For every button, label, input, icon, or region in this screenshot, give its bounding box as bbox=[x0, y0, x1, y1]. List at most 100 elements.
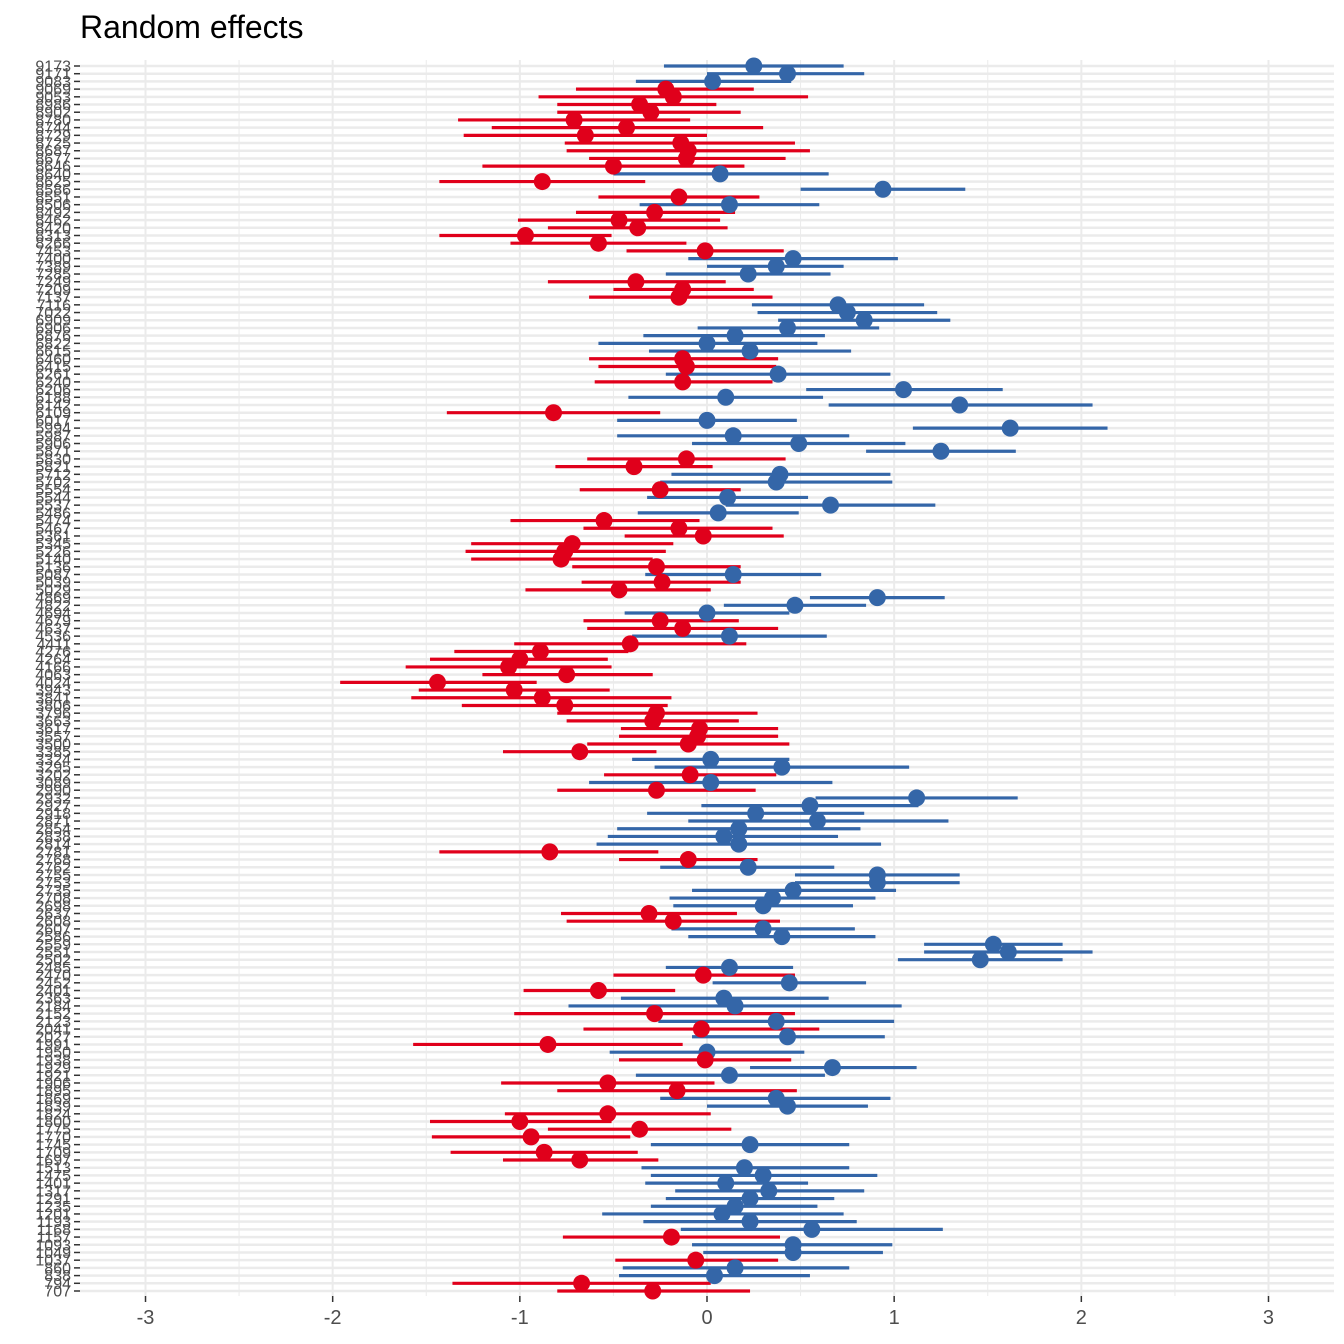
estimate-point bbox=[621, 635, 639, 653]
estimate-point bbox=[895, 381, 913, 399]
estimate-point bbox=[717, 1174, 735, 1192]
estimate-point bbox=[726, 997, 744, 1015]
y-tick-label: 1839 bbox=[35, 1099, 71, 1116]
estimate-point bbox=[715, 827, 733, 845]
estimate-point bbox=[730, 835, 748, 853]
estimate-point bbox=[705, 1267, 723, 1285]
x-axis-ticks bbox=[144, 1296, 1270, 1302]
estimate-point bbox=[741, 1190, 759, 1208]
estimate-point bbox=[696, 242, 714, 260]
estimate-point bbox=[747, 804, 765, 822]
estimate-point bbox=[647, 781, 665, 799]
estimate-point bbox=[773, 758, 791, 776]
y-tick-label: 2927 bbox=[35, 798, 71, 815]
estimate-point bbox=[784, 881, 802, 899]
estimate-point bbox=[511, 1113, 529, 1131]
estimate-point bbox=[535, 1143, 553, 1161]
y-tick-label: 8551 bbox=[35, 189, 71, 206]
y-tick-label: 1709 bbox=[35, 1145, 71, 1162]
estimate-point bbox=[769, 365, 787, 383]
estimate-point bbox=[767, 257, 785, 275]
y-tick-label: 4063 bbox=[35, 667, 71, 684]
y-tick-label: 5537 bbox=[35, 498, 71, 515]
estimate-point bbox=[735, 1159, 753, 1177]
estimate-point bbox=[505, 681, 523, 699]
y-tick-label: 1093 bbox=[35, 1237, 71, 1254]
y-tick-label: 6822 bbox=[35, 336, 71, 353]
estimate-point bbox=[545, 404, 563, 422]
estimate-point bbox=[595, 512, 613, 530]
estimate-point bbox=[971, 951, 989, 969]
x-tick-label: 1 bbox=[889, 1307, 900, 1329]
y-tick-label: 838 bbox=[44, 1268, 71, 1285]
y-tick-label: 1201 bbox=[35, 1206, 71, 1223]
y-tick-label: 7249 bbox=[35, 274, 71, 291]
y-tick-label: 6615 bbox=[35, 344, 71, 361]
y-tick-label: 7137 bbox=[35, 290, 71, 307]
y-tick-label: 1929 bbox=[35, 1060, 71, 1077]
y-tick-label: 7022 bbox=[35, 305, 71, 322]
estimate-point bbox=[724, 565, 742, 583]
y-tick-label: 1824 bbox=[35, 1106, 71, 1123]
y-tick-label: 8420 bbox=[35, 220, 71, 237]
y-tick-label: 2768 bbox=[35, 852, 71, 869]
estimate-point bbox=[687, 1251, 705, 1269]
estimate-point bbox=[531, 643, 549, 661]
y-tick-label: 1775 bbox=[35, 1122, 71, 1139]
estimate-point bbox=[784, 250, 802, 268]
estimate-point bbox=[874, 180, 892, 198]
y-tick-label: 1895 bbox=[35, 1083, 71, 1100]
y-tick-label: 1938 bbox=[35, 1052, 71, 1069]
y-tick-label: 6906 bbox=[35, 320, 71, 337]
estimate-point bbox=[855, 311, 873, 329]
estimate-point bbox=[822, 496, 840, 514]
y-tick-label: 5226 bbox=[35, 544, 71, 561]
y-tick-label: 3806 bbox=[35, 698, 71, 715]
estimate-point bbox=[644, 712, 662, 730]
y-tick-label: 3324 bbox=[35, 752, 71, 769]
estimate-point bbox=[647, 558, 665, 576]
y-tick-label: 5039 bbox=[35, 575, 71, 592]
x-axis-labels: -3 -2 -1 0 1 2 3 bbox=[137, 1307, 1274, 1329]
estimate-point bbox=[599, 1105, 617, 1123]
y-tick-label: 1049 bbox=[35, 1245, 71, 1262]
y-tick-label: 2990 bbox=[35, 783, 71, 800]
estimate-point bbox=[754, 920, 772, 938]
estimate-point bbox=[1001, 419, 1019, 437]
estimate-point bbox=[627, 273, 645, 291]
y-tick-label: 5906 bbox=[35, 436, 71, 453]
estimate-point bbox=[558, 666, 576, 684]
y-tick-label: 1991 bbox=[35, 1037, 71, 1054]
estimate-point bbox=[651, 481, 669, 499]
y-tick-label: 2854 bbox=[35, 821, 71, 838]
estimate-point bbox=[694, 527, 712, 545]
estimate-point bbox=[868, 874, 886, 892]
estimate-point bbox=[808, 812, 826, 830]
estimate-point bbox=[803, 1220, 821, 1238]
estimate-point bbox=[629, 219, 647, 237]
y-tick-label: 2918 bbox=[35, 806, 71, 823]
y-axis-labels: 9173917190839069905389868902878087448729… bbox=[35, 59, 71, 1301]
y-tick-label: 4264 bbox=[35, 652, 71, 669]
y-tick-label: 6017 bbox=[35, 413, 71, 430]
y-tick-label: 2637 bbox=[35, 906, 71, 923]
y-tick-label: 5830 bbox=[35, 451, 71, 468]
estimate-point bbox=[778, 65, 796, 83]
estimate-point bbox=[838, 304, 856, 322]
y-tick-label: 2470 bbox=[35, 968, 71, 985]
estimate-point bbox=[625, 458, 643, 476]
y-tick-label: 707 bbox=[44, 1284, 71, 1301]
estimate-point bbox=[533, 689, 551, 707]
y-tick-label: 2551 bbox=[35, 945, 71, 962]
y-tick-label: 4694 bbox=[35, 606, 71, 623]
y-tick-label: 7453 bbox=[35, 243, 71, 260]
y-tick-label: 1869 bbox=[35, 1091, 71, 1108]
y-tick-label: 4411 bbox=[37, 636, 72, 653]
y-tick-label: 2608 bbox=[35, 914, 71, 931]
y-tick-label: 1745 bbox=[35, 1137, 71, 1154]
y-tick-label: 8986 bbox=[35, 97, 71, 114]
y-tick-label: 3663 bbox=[35, 713, 71, 730]
y-tick-label: 5474 bbox=[35, 513, 71, 530]
y-tick-label: 1168 bbox=[37, 1222, 72, 1239]
estimate-point bbox=[984, 935, 1002, 953]
